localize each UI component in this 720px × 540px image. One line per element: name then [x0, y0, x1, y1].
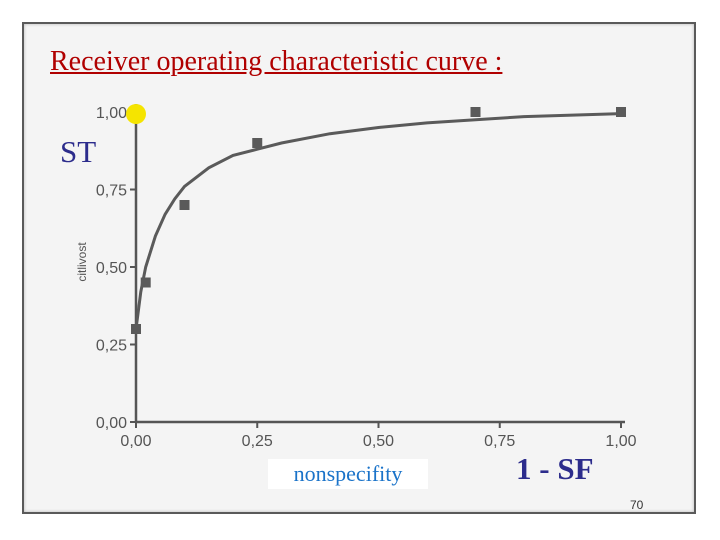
- one-minus-sf-label: 1 - SF: [516, 451, 594, 486]
- y-axis-label: citlivost: [75, 242, 89, 282]
- y-tick-label: 1,00: [96, 105, 127, 122]
- data-point: [470, 107, 481, 117]
- y-tick-label: 0,50: [96, 260, 127, 277]
- x-tick-label: 0,75: [484, 433, 515, 450]
- st-label: ST: [60, 134, 97, 169]
- chart-axes: [134, 104, 625, 424]
- page-title: Receiver operating characteristic curve …: [50, 46, 503, 77]
- data-point: [140, 277, 151, 288]
- data-point: [131, 324, 141, 334]
- x-tick-label: 0,50: [363, 433, 394, 450]
- highlight-point: [126, 104, 146, 124]
- page-number: 70: [630, 498, 644, 512]
- x-tick-label: 1,00: [605, 433, 636, 450]
- x-tick-label: 0,00: [120, 433, 151, 450]
- y-tick-label: 0,25: [96, 338, 127, 355]
- nonspecifity-label: nonspecifity: [268, 459, 428, 489]
- y-tick-label: 0,00: [96, 415, 127, 432]
- x-tick-label: 0,25: [242, 433, 273, 450]
- data-point: [179, 200, 190, 210]
- data-point: [616, 107, 626, 117]
- data-point: [252, 138, 263, 148]
- chart-points: [126, 104, 626, 334]
- y-tick-label: 0,75: [96, 183, 127, 200]
- chart-ticks: 0,00 0,25 0,50 0,75 1,00 0,00 0,25 0,50 0,75 1,00: [96, 105, 637, 450]
- roc-fit-curve: [134, 112, 622, 330]
